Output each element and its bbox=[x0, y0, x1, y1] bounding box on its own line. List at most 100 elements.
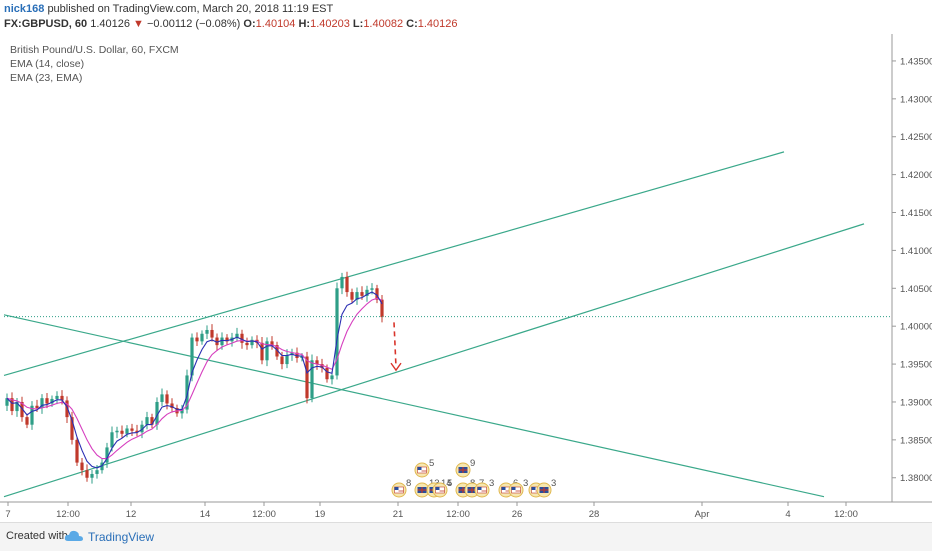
candle-body bbox=[145, 417, 149, 425]
candle-body bbox=[40, 398, 44, 409]
ema-23-line bbox=[6, 297, 383, 460]
candle-body bbox=[235, 333, 239, 338]
candle-body bbox=[20, 401, 24, 418]
economic-event-us-icon[interactable]: 3 bbox=[474, 478, 494, 498]
y-tick-label: 1.43000 bbox=[900, 94, 932, 105]
us-flag-canton bbox=[435, 487, 440, 490]
y-tick-label: 1.38500 bbox=[900, 435, 932, 446]
event-count: 3 bbox=[489, 478, 494, 489]
x-tick-label: 7 bbox=[5, 509, 10, 520]
candle-body bbox=[365, 289, 369, 296]
ema-lines bbox=[6, 291, 383, 469]
footer-bar: Created with TradingView bbox=[0, 522, 932, 551]
candle-body bbox=[285, 354, 289, 365]
candle-body bbox=[245, 342, 249, 346]
open-label: O: bbox=[243, 18, 256, 30]
economic-event-us-icon[interactable]: 3 bbox=[508, 478, 528, 498]
price-axis[interactable]: 1.43500 1.43000 1.42500 1.42000 1.41500 1.410… bbox=[892, 56, 932, 484]
candle-body bbox=[135, 430, 139, 433]
candle-body bbox=[140, 424, 144, 433]
candle-body bbox=[380, 299, 384, 318]
candle-body bbox=[260, 342, 264, 361]
candle-body bbox=[45, 398, 49, 404]
candle-body bbox=[325, 367, 329, 380]
candle-body bbox=[360, 292, 364, 296]
candle-body bbox=[85, 470, 89, 478]
candle-body bbox=[50, 398, 54, 404]
event-count: 3 bbox=[523, 478, 528, 489]
time-axis[interactable]: 7 12:00 12 14 12:00 19 21 12:00 26 28 Apr 4 12:00 bbox=[5, 502, 858, 520]
arrow-shaft bbox=[393, 322, 397, 368]
trendline-upper-channel bbox=[3, 151, 785, 377]
y-tick-label: 1.42500 bbox=[900, 132, 932, 143]
author-link[interactable]: nick168 bbox=[4, 3, 45, 15]
down-triangle-icon: ▼ bbox=[133, 18, 144, 30]
y-tick-label: 1.40000 bbox=[900, 322, 932, 333]
candle-body bbox=[15, 401, 19, 412]
economic-event-uk-icon[interactable]: 3 bbox=[536, 478, 556, 498]
candle-body bbox=[220, 337, 224, 346]
symbol-ohlc: FX:GBPUSD, 60 1.40126 ▼ −0.00112 (−0.08%… bbox=[4, 18, 458, 30]
candle-body bbox=[250, 339, 254, 346]
projection-arrow bbox=[390, 322, 402, 372]
economic-event-us-icon[interactable]: 5 bbox=[414, 458, 434, 478]
x-tick-label: 12:00 bbox=[834, 509, 858, 520]
candle-body bbox=[170, 403, 174, 409]
x-tick-label: 12:00 bbox=[252, 509, 276, 520]
candle-body bbox=[205, 329, 209, 334]
trendlines bbox=[3, 151, 865, 498]
price-chart[interactable]: 85131459873633 1.435001.430001.425001.42… bbox=[0, 34, 932, 522]
close-label: C: bbox=[406, 18, 418, 30]
us-flag-canton bbox=[501, 487, 506, 490]
candle-body bbox=[75, 439, 79, 463]
event-count: 3 bbox=[551, 478, 556, 489]
candle-body bbox=[370, 288, 374, 290]
candle-body bbox=[125, 428, 129, 434]
created-with-text: Created with bbox=[6, 530, 68, 542]
candle-body bbox=[330, 375, 334, 380]
candle-body bbox=[65, 400, 69, 418]
candle-body bbox=[280, 356, 284, 365]
x-tick-label: 12:00 bbox=[56, 509, 80, 520]
candle-body bbox=[155, 401, 159, 425]
last-price: 1.40126 bbox=[90, 18, 130, 30]
candle-body bbox=[130, 428, 134, 431]
us-flag-canton bbox=[511, 487, 516, 490]
candle-body bbox=[225, 337, 229, 342]
legend-ema23: EMA (23, EMA) bbox=[10, 72, 82, 84]
candle-body bbox=[240, 333, 244, 343]
x-tick-label: 19 bbox=[315, 509, 326, 520]
publish-text: published on TradingView.com, March 20, … bbox=[47, 3, 334, 15]
chart-grid bbox=[0, 34, 932, 503]
economic-event-us-icon[interactable]: 5 bbox=[432, 478, 452, 498]
candle-body bbox=[335, 288, 339, 376]
us-flag-canton bbox=[531, 487, 536, 490]
x-tick-label: 12 bbox=[126, 509, 137, 520]
candle-body bbox=[355, 292, 359, 300]
open-value: 1.40104 bbox=[255, 18, 296, 30]
candle-body bbox=[190, 337, 194, 376]
event-count: 8 bbox=[406, 478, 411, 489]
candle-body bbox=[375, 288, 379, 300]
candle-body bbox=[200, 333, 204, 342]
candle-body bbox=[115, 430, 119, 433]
y-tick-label: 1.38000 bbox=[900, 473, 932, 484]
y-tick-label: 1.42000 bbox=[900, 170, 932, 181]
arrow-down-icon bbox=[390, 362, 402, 372]
high-value: 1.40203 bbox=[310, 18, 350, 30]
economic-event-uk-icon[interactable]: 9 bbox=[455, 458, 475, 478]
candle-body bbox=[150, 417, 154, 425]
economic-event-us-icon[interactable]: 8 bbox=[391, 478, 411, 498]
y-tick-label: 1.43500 bbox=[900, 56, 932, 67]
tradingview-link[interactable]: TradingView bbox=[88, 530, 155, 544]
price-change: −0.00112 (−0.08%) bbox=[146, 18, 241, 30]
candle-body bbox=[305, 356, 309, 399]
chart-title: British Pound/U.S. Dollar, 60, FXCM bbox=[10, 44, 179, 56]
candle-body bbox=[25, 417, 29, 425]
candle-body bbox=[60, 395, 64, 401]
candle-body bbox=[350, 292, 354, 300]
candle-body bbox=[110, 432, 114, 448]
tradingview-cloud-icon bbox=[64, 530, 83, 541]
x-tick-label: 12:00 bbox=[446, 509, 470, 520]
event-markers[interactable]: 85131459873633 bbox=[391, 458, 556, 498]
